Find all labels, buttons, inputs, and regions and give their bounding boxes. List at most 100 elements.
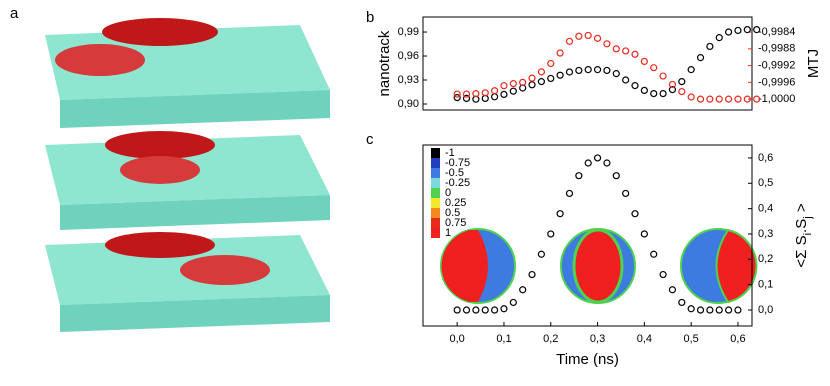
y2-axis-label-part: <Σ S: [793, 235, 810, 267]
y2-tick-label: -1,0000: [758, 93, 795, 105]
y2-tick-label: 0,2: [758, 253, 773, 265]
colorbar-swatch: [431, 198, 440, 208]
data-point: [612, 45, 620, 53]
data-point: [734, 95, 742, 103]
colorbar-label: 0.5: [445, 207, 460, 219]
data-point: [640, 230, 648, 238]
colorbar-swatch: [431, 218, 440, 228]
data-point: [556, 210, 564, 218]
data-point: [547, 59, 555, 68]
data-point: [509, 298, 517, 307]
y2-tick-label: 0,4: [758, 203, 773, 215]
data-point: [687, 66, 695, 74]
data-point: [584, 31, 592, 40]
y2-axis-label-part: >: [793, 203, 810, 216]
y-tick-label: 0,99: [398, 26, 419, 38]
data-point: [603, 40, 611, 48]
data-point: [622, 47, 630, 55]
data-point: [537, 68, 546, 76]
data-point: [725, 28, 733, 36]
data-point: [725, 95, 733, 103]
data-point: [565, 68, 574, 76]
simulation-snapshots: [45, 18, 330, 332]
data-point: [678, 78, 686, 86]
y2-tick-label: -0,9984: [758, 26, 795, 38]
panel-label: b: [366, 9, 374, 26]
y2-axis-label-part: i: [802, 233, 814, 235]
data-point: [631, 82, 639, 90]
data-point: [528, 81, 536, 89]
data-point: [715, 34, 723, 42]
data-point: [622, 189, 630, 198]
x-tick-label: 0,1: [496, 333, 511, 345]
data-point: [481, 306, 489, 314]
data-point: [743, 95, 751, 103]
y2-tick-label: 0,3: [758, 228, 773, 240]
data-point: [743, 26, 751, 34]
data-point: [668, 86, 677, 94]
data-point: [650, 250, 658, 258]
data-point: [734, 26, 742, 35]
y2-tick-label: -0,9988: [758, 43, 795, 55]
colorbar-swatch: [431, 188, 440, 198]
data-point: [584, 66, 592, 74]
data-point: [565, 189, 574, 198]
data-point: [491, 306, 499, 314]
y2-tick-label: -0,9992: [758, 60, 795, 72]
x-tick-label: 0,3: [590, 333, 605, 345]
data-point: [715, 306, 723, 314]
data-point: [556, 49, 564, 57]
data-point: [612, 70, 620, 78]
data-point: [575, 172, 583, 180]
data-point: [687, 93, 695, 101]
data-point: [481, 89, 489, 97]
colorbar-swatch: [431, 148, 440, 158]
data-point: [678, 298, 686, 307]
data-point: [547, 230, 555, 238]
data-point: [753, 95, 761, 103]
data-point: [500, 305, 508, 313]
data-point: [706, 306, 714, 314]
data-point: [696, 306, 705, 314]
data-point: [631, 50, 639, 58]
y2-axis-label: MTJ: [805, 49, 822, 78]
data-point: [593, 154, 602, 162]
data-point: [462, 94, 471, 103]
colorbar-label: 0.75: [445, 217, 466, 229]
colorbar-swatch: [431, 178, 440, 188]
data-point: [659, 90, 667, 98]
snapshot: [45, 131, 330, 230]
colorbar-label: 0.25: [445, 197, 466, 209]
x-tick-label: 0,4: [637, 333, 652, 345]
data-point: [687, 305, 695, 313]
data-point: [528, 270, 536, 279]
data-point: [640, 86, 648, 95]
data-point: [659, 72, 667, 80]
data-point: [556, 71, 564, 79]
x-tick-label: 0,2: [543, 333, 558, 345]
data-point: [491, 87, 499, 95]
data-point: [575, 66, 583, 75]
y-axis-label: nanotrack: [376, 30, 393, 96]
data-point: [575, 32, 583, 40]
data-point: [509, 87, 517, 95]
data-point: [537, 78, 546, 86]
x-tick-label: 0,0: [450, 333, 465, 345]
data-point: [696, 54, 705, 62]
data-point: [500, 90, 508, 99]
y2-tick-label: -0,9996: [758, 76, 795, 88]
panel-label: c: [366, 131, 374, 148]
data-point: [622, 76, 630, 84]
y2-axis-label-part: j: [802, 216, 814, 219]
snapshot: [45, 232, 330, 332]
data-point: [509, 80, 517, 88]
data-point: [650, 64, 658, 72]
data-point: [706, 42, 714, 51]
data-point: [725, 306, 733, 314]
colorbar-label: -0.5: [445, 167, 464, 179]
data-point: [547, 74, 555, 83]
plot-frame: [422, 144, 753, 327]
colorbar-swatch: [431, 158, 440, 168]
panel-label: a: [10, 5, 19, 22]
